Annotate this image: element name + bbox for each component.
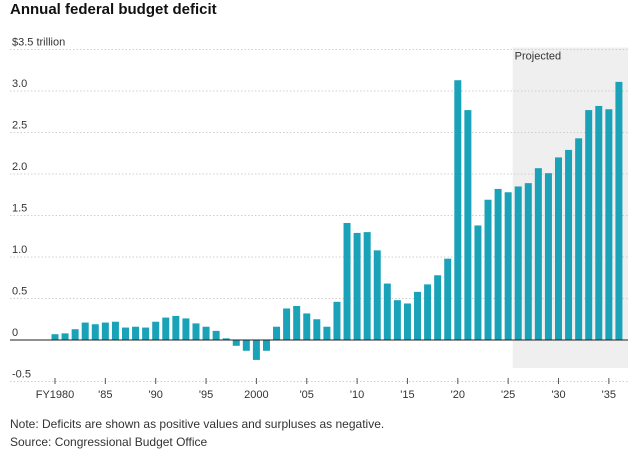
bar-2017	[424, 284, 432, 340]
y-tick-label: 0.5	[12, 286, 27, 298]
bar-2026	[514, 186, 522, 340]
bar-2031	[565, 149, 573, 340]
bar-2002	[273, 326, 281, 340]
bar-1996	[212, 330, 220, 340]
y-tick-label: 2.0	[12, 161, 27, 173]
bar-2005	[303, 313, 311, 340]
y-tick-label: 3.0	[12, 78, 27, 90]
x-tick-label: FY1980	[36, 389, 75, 401]
bar-2034	[595, 105, 603, 340]
bar-2033	[585, 110, 593, 340]
y-tick-label: 1.5	[12, 203, 27, 215]
bar-1992	[172, 315, 180, 340]
bar-2023	[484, 199, 492, 340]
y-tick-label: -0.5	[12, 369, 31, 381]
bar-2014	[393, 300, 401, 340]
x-tick-label: '85	[98, 389, 112, 401]
x-tick-label: '05	[300, 389, 314, 401]
bar-2025	[504, 192, 512, 340]
x-tick-label: '90	[149, 389, 163, 401]
y-tick-label: 0	[12, 327, 18, 339]
bar-1988	[132, 326, 140, 340]
x-tick-label: 2000	[244, 389, 268, 401]
bar-2007	[323, 326, 331, 340]
x-tick-label: '30	[551, 389, 565, 401]
bar-2035	[605, 109, 613, 340]
bar-2028	[534, 168, 542, 340]
y-tick-label: 2.5	[12, 120, 27, 132]
bar-1983	[81, 322, 89, 340]
axis-labels-layer: $3.5 trillion 3.0 2.5 2.0 1.5 1.0 0.5 0 -0.5 FY19…	[12, 37, 616, 402]
bar-2009	[343, 222, 351, 340]
bar-1985	[101, 322, 109, 340]
bar-2019	[444, 258, 452, 340]
bar-2004	[293, 305, 301, 340]
chart-title: Annual federal budget deficit	[10, 1, 217, 18]
bar-2029	[544, 173, 552, 340]
x-tick-label: '25	[501, 389, 515, 401]
bar-2018	[434, 275, 442, 340]
bar-2013	[383, 283, 391, 340]
bar-2030	[555, 157, 562, 340]
x-tick-label: '20	[451, 389, 465, 401]
bar-1980	[51, 334, 59, 340]
bar-2032	[575, 138, 583, 340]
bar-2024	[494, 188, 502, 340]
bar-2011	[363, 232, 371, 340]
bar-1981	[61, 333, 69, 340]
bar-2000	[252, 340, 260, 360]
bar-2001	[262, 340, 270, 351]
bar-2020	[454, 80, 462, 341]
bar-1991	[162, 317, 170, 340]
chart-source: Source: Congressional Budget Office	[10, 435, 208, 449]
bar-1987	[121, 327, 129, 340]
bar-2006	[313, 319, 321, 340]
y-tick-label: 1.0	[12, 244, 27, 256]
bar-1993	[182, 318, 190, 340]
projection-label: Projected	[515, 51, 561, 63]
bar-2027	[524, 183, 532, 340]
bar-1999	[242, 340, 250, 351]
x-tick-label: '95	[199, 389, 213, 401]
chart-note: Note: Deficits are shown as positive val…	[10, 417, 385, 431]
bar-2015	[403, 303, 411, 340]
bar-1982	[71, 329, 79, 340]
bar-2003	[283, 308, 291, 340]
bar-2010	[353, 232, 361, 340]
bars-layer	[51, 80, 623, 360]
x-tick-label: '15	[400, 389, 414, 401]
bar-1998	[232, 340, 240, 346]
y-tick-label: $3.5 trillion	[12, 37, 65, 49]
bar-1994	[192, 323, 200, 340]
bar-2008	[333, 301, 341, 340]
x-tick-label: '35	[602, 389, 616, 401]
bar-2022	[474, 225, 482, 340]
bar-1989	[142, 327, 150, 340]
bar-1997	[222, 338, 230, 340]
bar-2036	[615, 81, 623, 341]
bar-2021	[464, 110, 472, 340]
x-tick-label: '10	[350, 389, 364, 401]
bar-1984	[91, 324, 99, 340]
bar-2012	[373, 250, 381, 340]
bar-1990	[152, 321, 160, 340]
bar-1986	[111, 321, 119, 340]
bar-2016	[414, 291, 422, 340]
bar-1995	[202, 326, 210, 340]
